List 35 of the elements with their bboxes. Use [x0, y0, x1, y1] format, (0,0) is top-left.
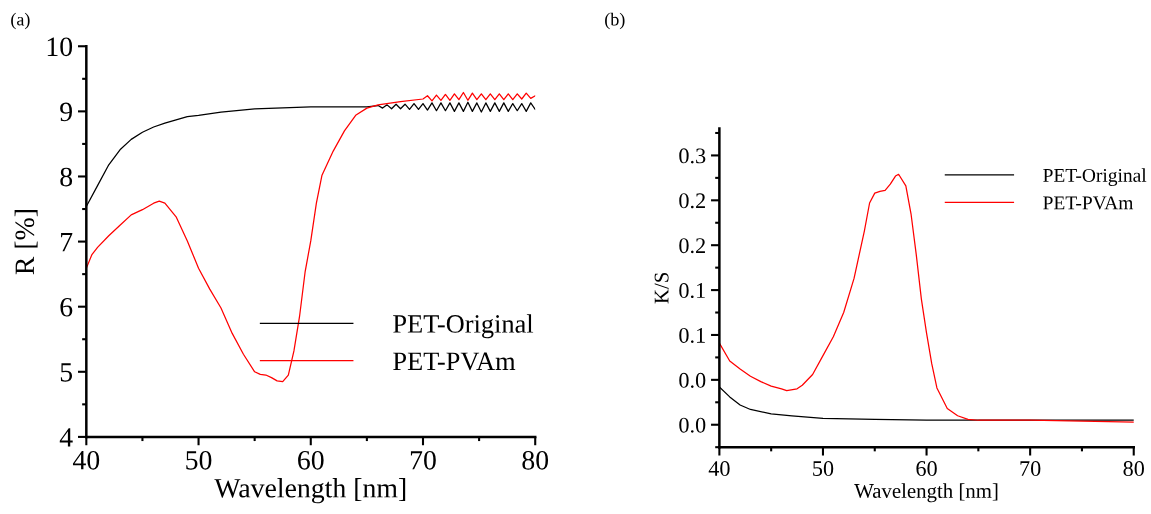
x-tick-label: 40: [708, 461, 730, 477]
y-tick-label: 9: [60, 102, 72, 122]
y-axis-title: R [%]: [14, 210, 38, 275]
legend-label: PET-Original: [1043, 168, 1147, 186]
y-tick-label: 0.0: [679, 417, 706, 433]
x-tick-label: 80: [1123, 461, 1144, 477]
x-tick-label: 40: [72, 450, 100, 470]
legend-label: PET-Original: [393, 314, 534, 339]
y-tick-label: 0.0: [679, 372, 706, 388]
x-tick-label: 50: [186, 450, 212, 470]
x-axis-title: Wavelength [nm]: [854, 483, 998, 503]
x-tick-label: 70: [1020, 461, 1041, 477]
y-tick-label: 7: [61, 233, 73, 252]
legend-label: PET-PVAm: [1043, 196, 1134, 210]
x-tick-label: 50: [813, 461, 834, 477]
legend-label: PET-PVAm: [393, 352, 516, 371]
x-tick-label: 60: [916, 461, 937, 477]
y-tick-label: 0.1: [679, 283, 705, 299]
text: (a): [11, 12, 30, 30]
line-series: [86, 91, 536, 383]
x-tick-label: 80: [522, 450, 549, 470]
y-tick-label: 10: [47, 37, 73, 57]
text: (b): [605, 12, 625, 30]
x-axis-title: Wavelength [nm]: [214, 478, 406, 504]
y-tick-label: 8: [60, 167, 73, 187]
y-tick-label: 6: [60, 297, 73, 317]
y-tick-label: 0.2: [679, 193, 705, 209]
x-tick-label: 70: [410, 450, 436, 470]
y-tick-label: 4: [59, 428, 73, 447]
y-axis-title: K/S: [654, 272, 669, 304]
y-tick-label: 5: [60, 363, 73, 382]
y-tick-label: 0.1: [679, 327, 705, 343]
y-tick-label: 0.3: [679, 148, 706, 164]
x-tick-label: 60: [298, 450, 324, 470]
y-tick-label: 0.2: [679, 238, 705, 254]
